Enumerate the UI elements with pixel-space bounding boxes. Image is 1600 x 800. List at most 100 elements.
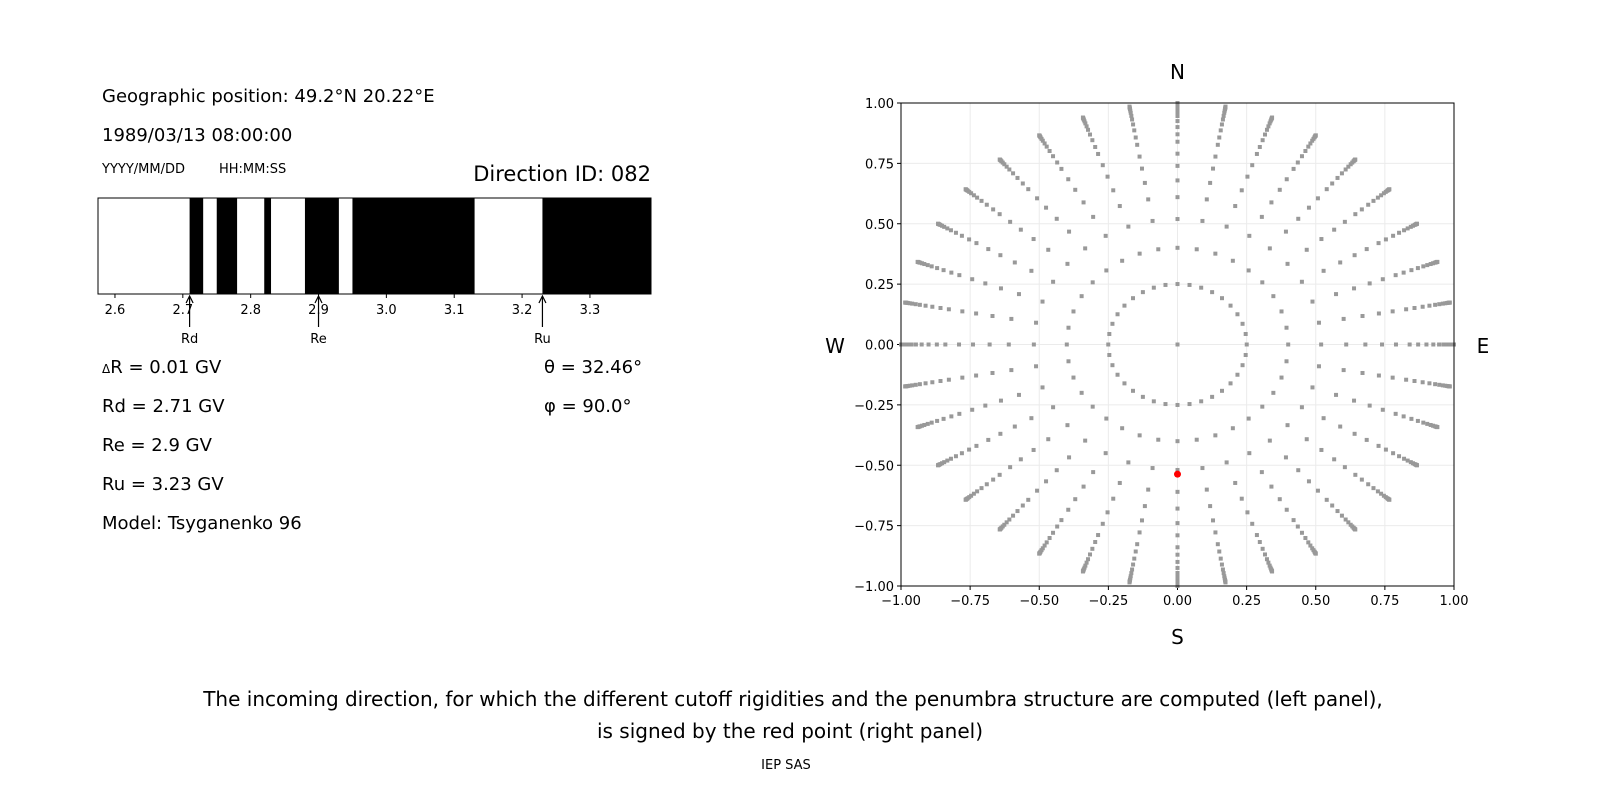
direction-point (1175, 282, 1180, 287)
direction-point (1096, 151, 1101, 156)
direction-point (959, 233, 964, 238)
direction-point (1051, 530, 1056, 535)
direction-point (1321, 268, 1326, 273)
direction-point (1073, 187, 1078, 192)
direction-point (1421, 264, 1426, 269)
direction-point (1379, 491, 1384, 496)
direction-point (1175, 521, 1180, 526)
direction-point (1405, 458, 1410, 463)
direction-point (1137, 251, 1142, 256)
direction-point (1083, 121, 1088, 126)
direction-point (1228, 303, 1233, 308)
direction-point (1103, 451, 1108, 456)
arrow-head (538, 294, 547, 304)
direction-point (986, 437, 991, 442)
direction-point (1146, 197, 1151, 202)
direction-point (1433, 382, 1438, 387)
direction-point (1163, 402, 1168, 407)
direction-point (979, 198, 984, 203)
direction-point (1390, 309, 1395, 314)
direction-point (975, 489, 980, 494)
direction-point (1175, 139, 1180, 144)
direction-point (1338, 260, 1343, 265)
direction-point (1243, 352, 1248, 357)
compass-east: E (1477, 334, 1490, 358)
direction-point (1390, 375, 1395, 380)
direction-point (960, 309, 965, 314)
direction-point (1213, 251, 1218, 256)
direction-point (1412, 306, 1417, 311)
direction-point (923, 381, 928, 386)
direction-point (1230, 258, 1235, 263)
direction-point (1175, 574, 1180, 579)
direction-point (1054, 468, 1059, 473)
direction-point (1346, 164, 1351, 169)
direction-point (1324, 187, 1329, 192)
direction-point (1246, 416, 1251, 421)
y-tick-label: 1.00 (865, 97, 894, 112)
direction-point (1371, 198, 1376, 203)
x-tick-label: 0.00 (1163, 594, 1192, 609)
direction-point (963, 187, 968, 192)
direction-point (1407, 342, 1412, 347)
direction-point (1079, 294, 1084, 299)
geo-position: Geographic position: 49.2°N 20.22°E (102, 86, 435, 107)
direction-point (1096, 533, 1101, 538)
direction-point (938, 378, 943, 383)
direction-point (1427, 381, 1432, 386)
direction-point (1352, 253, 1357, 258)
direction-point (1127, 104, 1132, 109)
direction-point (1321, 416, 1326, 421)
compass-south: S (1171, 625, 1184, 649)
direction-point (1090, 404, 1095, 409)
direction-point (1150, 218, 1155, 223)
direction-point (1444, 342, 1449, 347)
direction-point (1279, 309, 1284, 314)
direction-point (974, 241, 979, 246)
direction-point (1271, 390, 1276, 395)
direction-point (942, 460, 947, 465)
direction-point (1137, 530, 1142, 535)
direction-point (1080, 569, 1085, 574)
direction-point (1091, 470, 1096, 475)
direction-point (1402, 456, 1407, 461)
direction-point (970, 407, 975, 412)
direction-point (1175, 114, 1180, 119)
direction-point (915, 259, 920, 264)
direction-point (1239, 188, 1244, 193)
direction-point (1044, 144, 1049, 149)
direction-point (1088, 552, 1093, 557)
direction-point (1303, 148, 1308, 153)
annotation-label-ru: Ru (534, 332, 551, 347)
direction-point (1364, 247, 1369, 252)
caption-line-1: The incoming direction, for which the di… (202, 687, 1383, 711)
direction-point (1066, 325, 1071, 330)
y-tick-label: −0.50 (854, 459, 894, 474)
direction-point (1128, 574, 1133, 579)
direction-point (1364, 437, 1369, 442)
annotation-label-rd: Rd (181, 332, 198, 347)
x-tick-label: 3.3 (580, 303, 601, 318)
direction-point (1402, 228, 1407, 233)
direction-point (1009, 316, 1014, 321)
direction-point (923, 303, 928, 308)
direction-point (1296, 468, 1301, 473)
direction-point (1130, 296, 1135, 301)
direction-point (926, 342, 931, 347)
x-tick-label: −0.25 (1088, 594, 1128, 609)
y-tick-label: 0.75 (865, 157, 894, 172)
direction-point (1175, 545, 1180, 550)
direction-point (1266, 560, 1271, 565)
direction-point (1004, 164, 1009, 169)
direction-point (1343, 167, 1348, 172)
direction-point (983, 281, 988, 286)
direction-point (1175, 245, 1180, 250)
direction-point (1235, 312, 1240, 317)
direction-point (1009, 368, 1014, 373)
direction-point (1416, 342, 1421, 347)
direction-point (1271, 294, 1276, 299)
direction-point (1133, 549, 1138, 554)
direction-point (1100, 163, 1105, 168)
direction-point (1126, 224, 1131, 229)
direction-point (1131, 562, 1136, 567)
